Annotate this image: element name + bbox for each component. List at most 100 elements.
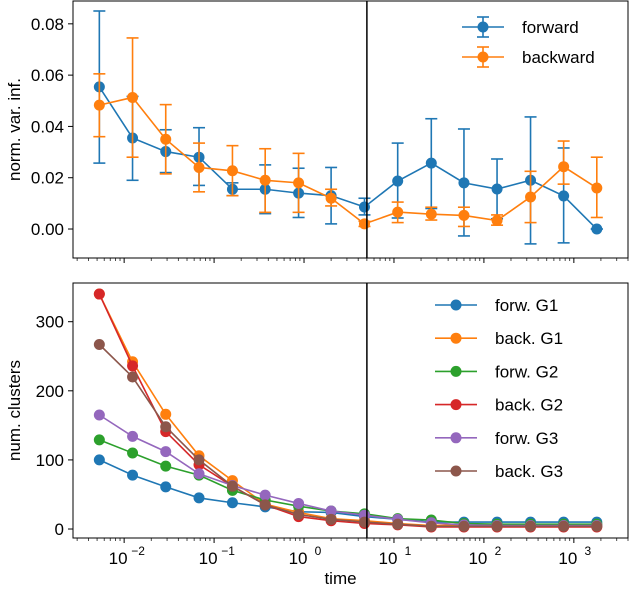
legend-item: backward <box>462 46 595 68</box>
data-point <box>93 454 105 466</box>
legend: forward backward <box>462 16 595 68</box>
data-point <box>193 161 205 173</box>
data-point <box>93 99 105 111</box>
x-tick-label: 10 <box>199 549 218 568</box>
data-point <box>193 492 205 504</box>
legend-label: back. G3 <box>495 462 563 481</box>
legend-marker <box>450 432 462 444</box>
legend-item: back. G3 <box>435 462 563 481</box>
x-tick-exponent: −1 <box>221 544 235 558</box>
data-point <box>293 177 305 189</box>
series-line <box>98 343 597 528</box>
data-point <box>127 447 139 459</box>
data-point <box>392 206 404 218</box>
series-line <box>99 459 597 523</box>
x-tick-label: 10 <box>109 549 128 568</box>
data-point <box>93 409 105 421</box>
legend-marker <box>450 365 462 377</box>
series-line <box>99 439 597 525</box>
data-point <box>93 339 105 351</box>
data-point <box>226 165 238 177</box>
data-point <box>491 520 503 532</box>
data-point <box>226 480 238 492</box>
data-point <box>491 215 503 227</box>
x-tick-exponent: 1 <box>405 544 412 558</box>
data-point <box>392 518 404 530</box>
y-tick-label: 0.00 <box>31 220 64 239</box>
data-point <box>425 157 437 169</box>
legend-label: back. G1 <box>495 329 563 348</box>
data-point <box>193 468 205 480</box>
series-backward <box>93 37 603 230</box>
data-point <box>127 430 139 442</box>
legend-label: forw. G2 <box>495 362 558 381</box>
legend-item: forw. G2 <box>435 362 558 381</box>
axes-frame <box>72 282 629 539</box>
data-point <box>160 421 172 433</box>
data-point <box>93 288 105 300</box>
y-tick-label: 0.08 <box>31 15 64 34</box>
data-point <box>127 360 139 372</box>
data-point <box>127 371 139 383</box>
x-tick-label: 10 <box>289 549 308 568</box>
x-axis-label: time <box>324 569 356 588</box>
data-point <box>525 191 537 203</box>
y-tick-label: 100 <box>36 451 64 470</box>
data-point <box>160 133 172 145</box>
data-point <box>160 481 172 493</box>
legend-marker <box>477 21 489 33</box>
legend-item: forward <box>462 16 579 38</box>
legend-item: back. G1 <box>435 329 563 348</box>
y-tick-label: 200 <box>36 382 64 401</box>
legend-item: back. G2 <box>435 396 563 415</box>
data-point <box>425 208 437 220</box>
y-tick-label: 0.06 <box>31 66 64 85</box>
data-point <box>127 469 139 481</box>
y-axis-label: num. clusters <box>5 360 24 461</box>
x-tick-label: 10 <box>468 549 487 568</box>
data-point <box>193 454 205 466</box>
data-point <box>458 209 470 221</box>
data-point <box>160 460 172 472</box>
data-point <box>525 520 537 532</box>
data-point <box>325 513 337 525</box>
legend-marker <box>450 332 462 344</box>
data-point <box>259 489 271 501</box>
data-point <box>558 520 570 532</box>
data-point <box>358 516 370 528</box>
legend-marker <box>450 299 462 311</box>
x-tick-label: 10 <box>558 549 577 568</box>
data-point <box>558 161 570 173</box>
legend-label: backward <box>522 48 595 67</box>
legend-label: back. G2 <box>495 396 563 415</box>
data-point <box>93 434 105 446</box>
axes-frame <box>72 0 629 259</box>
legend-label: forw. G3 <box>495 429 558 448</box>
y-tick-label: 0 <box>55 520 64 539</box>
data-point <box>160 446 172 458</box>
y-tick-label: 300 <box>36 313 64 332</box>
data-point <box>226 497 238 509</box>
y-tick-label: 0.04 <box>31 117 64 136</box>
data-point <box>591 520 603 532</box>
data-point <box>558 190 570 202</box>
legend-label: forward <box>522 18 579 37</box>
data-point <box>358 201 370 213</box>
legend-marker <box>477 51 489 63</box>
data-point <box>458 177 470 189</box>
x-tick-label: 10 <box>379 549 398 568</box>
series-forward <box>93 10 603 245</box>
series-line <box>98 86 598 230</box>
legend-label: forw. G1 <box>495 296 558 315</box>
data-point <box>259 174 271 186</box>
panel-0: 0.00 0.02 0.04 0.06 0.08 norm. var. inf. forwa… <box>5 0 629 263</box>
data-point <box>259 499 271 511</box>
x-tick-exponent: −2 <box>131 544 145 558</box>
y-tick-label: 0.02 <box>31 169 64 188</box>
data-point <box>325 192 337 204</box>
x-tick-exponent: 3 <box>585 544 592 558</box>
x-tick-exponent: 0 <box>315 544 322 558</box>
data-point <box>127 91 139 103</box>
